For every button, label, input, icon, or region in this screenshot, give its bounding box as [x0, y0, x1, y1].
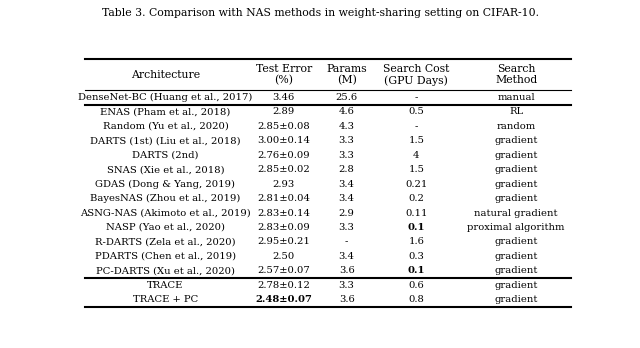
Text: 2.81±0.04: 2.81±0.04 — [257, 194, 310, 203]
Text: 25.6: 25.6 — [335, 93, 358, 102]
Text: 2.48±0.07: 2.48±0.07 — [255, 295, 312, 304]
Text: 3.6: 3.6 — [339, 295, 355, 304]
Text: -: - — [345, 237, 348, 246]
Text: 3.4: 3.4 — [339, 194, 355, 203]
Text: gradient: gradient — [495, 252, 538, 261]
Text: 3.4: 3.4 — [339, 252, 355, 261]
Text: 2.93: 2.93 — [273, 180, 295, 189]
Text: 1.5: 1.5 — [408, 136, 424, 145]
Text: 0.11: 0.11 — [405, 208, 428, 218]
Text: gradient: gradient — [495, 237, 538, 246]
Text: 2.85±0.02: 2.85±0.02 — [257, 165, 310, 174]
Text: 3.4: 3.4 — [339, 180, 355, 189]
Text: gradient: gradient — [495, 266, 538, 275]
Text: proximal algorithm: proximal algorithm — [467, 223, 565, 232]
Text: gradient: gradient — [495, 151, 538, 160]
Text: 3.6: 3.6 — [339, 266, 355, 275]
Text: 2.9: 2.9 — [339, 208, 355, 218]
Text: random: random — [497, 122, 536, 131]
Text: 1.5: 1.5 — [408, 165, 424, 174]
Text: TRACE: TRACE — [147, 281, 184, 290]
Text: gradient: gradient — [495, 180, 538, 189]
Text: ENAS (Pham et al., 2018): ENAS (Pham et al., 2018) — [100, 107, 230, 116]
Text: 4: 4 — [413, 151, 420, 160]
Text: 0.3: 0.3 — [408, 252, 424, 261]
Text: 3.3: 3.3 — [339, 223, 355, 232]
Text: 3.3: 3.3 — [339, 281, 355, 290]
Text: 2.83±0.09: 2.83±0.09 — [257, 223, 310, 232]
Text: 4.6: 4.6 — [339, 107, 355, 116]
Text: Architecture: Architecture — [131, 70, 200, 80]
Text: 2.78±0.12: 2.78±0.12 — [257, 281, 310, 290]
Text: 2.76±0.09: 2.76±0.09 — [257, 151, 310, 160]
Text: gradient: gradient — [495, 295, 538, 304]
Text: gradient: gradient — [495, 136, 538, 145]
Text: 2.89: 2.89 — [273, 107, 295, 116]
Text: SNAS (Xie et al., 2018): SNAS (Xie et al., 2018) — [107, 165, 224, 174]
Text: gradient: gradient — [495, 165, 538, 174]
Text: NASP (Yao et al., 2020): NASP (Yao et al., 2020) — [106, 223, 225, 232]
Text: Search Cost
(GPU Days): Search Cost (GPU Days) — [383, 64, 450, 86]
Text: 2.8: 2.8 — [339, 165, 355, 174]
Text: 4.3: 4.3 — [339, 122, 355, 131]
Text: gradient: gradient — [495, 281, 538, 290]
Text: GDAS (Dong & Yang, 2019): GDAS (Dong & Yang, 2019) — [95, 180, 236, 189]
Text: 0.21: 0.21 — [405, 180, 428, 189]
Text: Test Error
(%): Test Error (%) — [255, 64, 312, 86]
Text: -: - — [415, 122, 418, 131]
Text: natural gradient: natural gradient — [474, 208, 558, 218]
Text: Search
Method: Search Method — [495, 64, 537, 86]
Text: manual: manual — [497, 93, 535, 102]
Text: PC-DARTS (Xu et al., 2020): PC-DARTS (Xu et al., 2020) — [96, 266, 235, 275]
Text: 3.46: 3.46 — [273, 93, 295, 102]
Text: 1.6: 1.6 — [408, 237, 424, 246]
Text: 0.5: 0.5 — [408, 107, 424, 116]
Text: 2.95±0.21: 2.95±0.21 — [257, 237, 310, 246]
Text: 2.57±0.07: 2.57±0.07 — [257, 266, 310, 275]
Text: DenseNet-BC (Huang et al., 2017): DenseNet-BC (Huang et al., 2017) — [78, 93, 253, 102]
Text: DARTS (1st) (Liu et al., 2018): DARTS (1st) (Liu et al., 2018) — [90, 136, 241, 145]
Text: 2.50: 2.50 — [273, 252, 295, 261]
Text: TRACE + PC: TRACE + PC — [133, 295, 198, 304]
Text: 0.6: 0.6 — [408, 281, 424, 290]
Text: Params
(M): Params (M) — [326, 64, 367, 86]
Text: 0.1: 0.1 — [408, 266, 425, 275]
Text: BayesNAS (Zhou et al., 2019): BayesNAS (Zhou et al., 2019) — [90, 194, 241, 203]
Text: 0.8: 0.8 — [408, 295, 424, 304]
Text: 3.3: 3.3 — [339, 151, 355, 160]
Text: 3.00±0.14: 3.00±0.14 — [257, 136, 310, 145]
Text: 2.83±0.14: 2.83±0.14 — [257, 208, 310, 218]
Text: 0.1: 0.1 — [408, 223, 425, 232]
Text: ASNG-NAS (Akimoto et al., 2019): ASNG-NAS (Akimoto et al., 2019) — [80, 208, 251, 218]
Text: DARTS (2nd): DARTS (2nd) — [132, 151, 198, 160]
Text: PDARTS (Chen et al., 2019): PDARTS (Chen et al., 2019) — [95, 252, 236, 261]
Text: R-DARTS (Zela et al., 2020): R-DARTS (Zela et al., 2020) — [95, 237, 236, 246]
Text: Random (Yu et al., 2020): Random (Yu et al., 2020) — [102, 122, 228, 131]
Text: gradient: gradient — [495, 194, 538, 203]
Text: 3.3: 3.3 — [339, 136, 355, 145]
Text: 2.85±0.08: 2.85±0.08 — [257, 122, 310, 131]
Text: -: - — [415, 93, 418, 102]
Text: Table 3. Comparison with NAS methods in weight-sharing setting on CIFAR-10.: Table 3. Comparison with NAS methods in … — [102, 8, 538, 18]
Text: 0.2: 0.2 — [408, 194, 424, 203]
Text: RL: RL — [509, 107, 523, 116]
